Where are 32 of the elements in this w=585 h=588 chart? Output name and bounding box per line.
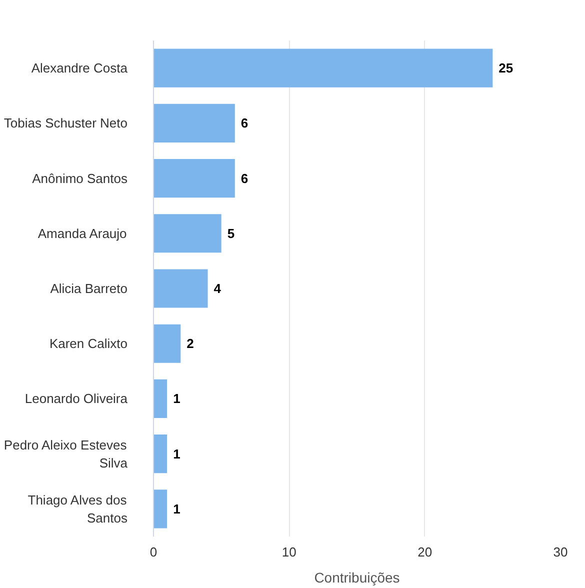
y-tick-label: Amanda Araujo — [38, 226, 127, 241]
x-tick-label: 0 — [150, 544, 158, 560]
data-label: 6 — [240, 116, 248, 131]
data-label: 2 — [186, 336, 194, 352]
y-tick-label: Anônimo Santos — [32, 170, 128, 186]
bar — [154, 434, 168, 474]
x-tick-label: 20 — [418, 544, 432, 560]
bar — [154, 379, 168, 418]
x-tick-label: 10 — [282, 544, 296, 560]
data-label: 25 — [498, 60, 514, 76]
y-tick-label: Pedro Aleixo Esteves Silva — [4, 437, 128, 470]
x-axis-title: Contribuições — [314, 570, 400, 586]
data-label: 1 — [173, 501, 180, 516]
y-tick-label: Alicia Barreto — [50, 281, 128, 296]
y-tick-label: Alexandre Costa — [31, 60, 128, 76]
bar — [154, 48, 493, 88]
y-tick-label: Leonardo Oliveira — [24, 391, 128, 406]
data-label: 1 — [173, 391, 180, 406]
y-tick-label: Thiago Alves dos Santos — [28, 492, 128, 526]
data-label: 4 — [214, 281, 222, 296]
y-tick-label: Karen Calixto — [49, 336, 128, 352]
bar — [154, 269, 208, 308]
bar — [154, 490, 168, 528]
data-label: 1 — [173, 446, 180, 462]
bar — [154, 158, 235, 198]
data-label: 6 — [240, 170, 248, 186]
y-tick-label: Tobias Schuster Neto — [4, 116, 128, 131]
data-label: 5 — [227, 226, 235, 241]
bar — [154, 214, 222, 253]
x-tick-label: 30 — [553, 544, 568, 560]
bar — [154, 104, 235, 142]
bar — [154, 324, 181, 363]
